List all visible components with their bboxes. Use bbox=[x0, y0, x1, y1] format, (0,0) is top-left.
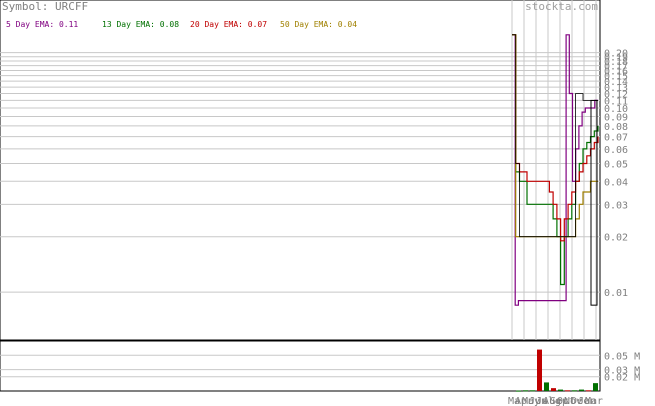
price-tick-label: 0.08 bbox=[604, 122, 628, 133]
volume-bar bbox=[544, 382, 549, 391]
legend-5day-ema: 5 Day EMA: 0.11 bbox=[6, 20, 78, 29]
watermark: stockta.com bbox=[525, 0, 598, 13]
price-tick-label: 0.11 bbox=[604, 96, 628, 107]
price-panel-frame bbox=[0, 0, 601, 341]
price-tick-label: 0.20 bbox=[604, 49, 628, 60]
series-line bbox=[512, 34, 599, 242]
price-tick-label: 0.18 bbox=[604, 57, 628, 68]
price-tick-label: 0.10 bbox=[604, 104, 628, 115]
price-tick-label: 0.15 bbox=[604, 72, 628, 83]
legend-13day-ema: 13 Day EMA: 0.08 bbox=[102, 20, 179, 29]
price-tick-label: 0.07 bbox=[604, 133, 628, 144]
x-axis-label: Mar bbox=[585, 396, 603, 406]
x-axis-label: Jun bbox=[529, 396, 547, 406]
x-axis-label: Jul bbox=[536, 396, 554, 406]
legend: 5 Day EMA: 0.11 13 Day EMA: 0.08 20 Day … bbox=[6, 20, 357, 29]
x-axis-label: Nov bbox=[564, 396, 582, 406]
volume-bar bbox=[572, 390, 577, 392]
symbol-title: Symbol: URCFF bbox=[2, 0, 88, 13]
price-tick-label: 0.19 bbox=[604, 53, 628, 64]
volume-bar bbox=[530, 390, 535, 392]
price-tick-label: 0.04 bbox=[604, 177, 628, 188]
volume-bar bbox=[516, 390, 521, 392]
legend-50day-ema: 50 Day EMA: 0.04 bbox=[280, 20, 357, 29]
price-tick-label: 0.13 bbox=[604, 83, 628, 94]
volume-bar bbox=[558, 389, 563, 391]
volume-tick-label: 0.03 M bbox=[604, 366, 640, 377]
series-line bbox=[512, 34, 599, 286]
grid-layer bbox=[0, 0, 600, 378]
x-axis-label: Apr bbox=[515, 396, 533, 406]
volume-tick-label: 0.05 M bbox=[604, 351, 640, 362]
x-axis-label: Aug bbox=[543, 396, 561, 406]
price-tick-label: 0.02 bbox=[604, 233, 628, 244]
series-line bbox=[512, 34, 598, 238]
price-tick-label: 0.06 bbox=[604, 145, 628, 156]
volume-bar bbox=[586, 390, 591, 392]
volume-layer bbox=[516, 349, 598, 392]
volume-bar bbox=[523, 390, 528, 392]
price-tick-label: 0.05 bbox=[604, 159, 628, 170]
price-tick-label: 0.14 bbox=[604, 77, 628, 88]
price-tick-label: 0.16 bbox=[604, 66, 628, 77]
legend-20day-ema: 20 Day EMA: 0.07 bbox=[190, 20, 267, 29]
x-axis-label: Oct bbox=[557, 396, 575, 406]
volume-bar bbox=[551, 388, 556, 391]
volume-tick-label: 0.02 M bbox=[604, 373, 640, 384]
series-layer bbox=[512, 34, 599, 306]
price-tick-label: 0.12 bbox=[604, 89, 628, 100]
x-axis-label: May bbox=[522, 396, 540, 406]
volume-bar bbox=[565, 390, 570, 392]
volume-panel-frame bbox=[0, 340, 601, 392]
volume-bar bbox=[579, 389, 584, 391]
x-axis-label: Mar bbox=[508, 396, 526, 406]
x-axis-label: Jan bbox=[578, 396, 596, 406]
volume-bar bbox=[593, 383, 598, 391]
price-tick-label: 0.09 bbox=[604, 112, 628, 123]
series-line bbox=[512, 34, 598, 306]
price-tick-label: 0.03 bbox=[604, 200, 628, 211]
series-line bbox=[512, 34, 598, 238]
x-axis-label: Dec bbox=[571, 396, 589, 406]
x-axis-label: Sep bbox=[550, 396, 568, 406]
price-box bbox=[590, 99, 598, 306]
price-tick-label: 0.01 bbox=[604, 288, 628, 299]
volume-bar bbox=[537, 349, 542, 391]
price-tick-label: 0.17 bbox=[604, 62, 628, 73]
tick-layer: 0.200.190.180.170.160.150.140.130.120.11… bbox=[508, 49, 640, 406]
